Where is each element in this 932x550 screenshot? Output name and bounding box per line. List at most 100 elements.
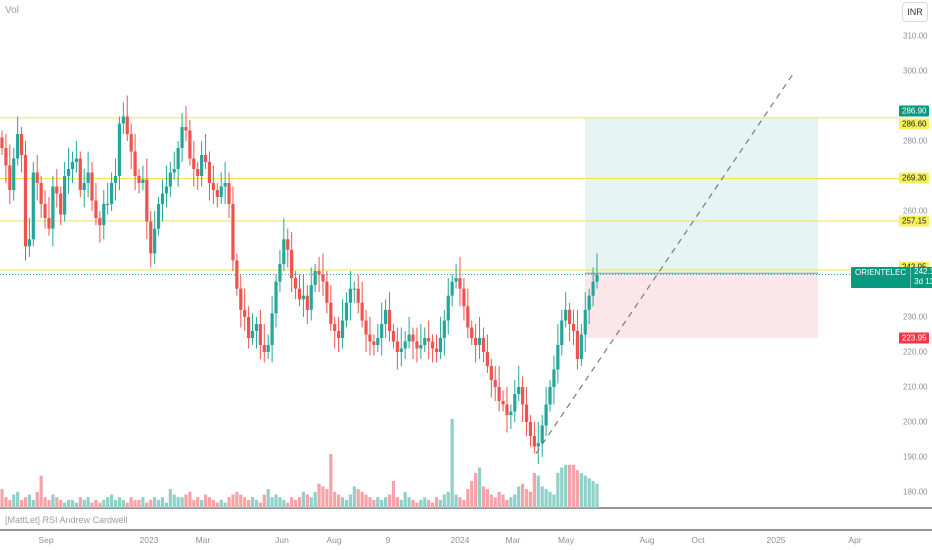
candle-body — [258, 324, 262, 345]
candle-body — [470, 327, 474, 338]
volume-bar — [180, 497, 184, 508]
volume-bar — [207, 497, 212, 508]
volume-bar — [419, 499, 423, 508]
candle-body — [536, 443, 540, 447]
volume-bar — [301, 491, 306, 508]
candle-body — [262, 345, 266, 352]
candle-body — [215, 190, 219, 197]
candle-body — [462, 288, 466, 307]
candle-body — [544, 404, 548, 426]
volume-bar — [517, 486, 521, 508]
volume-bar — [117, 497, 122, 508]
candle-body — [497, 387, 501, 401]
candle-body — [395, 341, 399, 352]
candle-body — [270, 313, 274, 345]
candle-body — [66, 169, 71, 176]
candle-body — [446, 295, 450, 321]
volume-bar — [203, 494, 208, 508]
price-tick: 310.00 — [903, 31, 928, 41]
candle-body — [329, 302, 333, 324]
price-tick: 180.00 — [903, 487, 928, 497]
volume-bar — [31, 499, 35, 508]
candle-body — [43, 204, 47, 219]
volume-bar — [466, 489, 470, 508]
candle-body — [247, 316, 251, 338]
candle-body — [356, 288, 360, 303]
candle-body — [39, 183, 43, 204]
volume-bar — [278, 497, 282, 508]
volume-bar — [446, 491, 450, 508]
candle-body — [211, 183, 215, 190]
candle-body — [125, 116, 129, 134]
volume-bar — [274, 494, 278, 508]
volume-bar — [168, 489, 172, 508]
volume-bar — [153, 497, 157, 508]
volume-bar — [196, 497, 200, 508]
candle-body — [485, 352, 489, 366]
volume-bar — [55, 497, 59, 508]
price-level-badge: 257.15 — [899, 215, 930, 227]
volume-bar — [548, 491, 552, 508]
candle-body — [82, 183, 86, 190]
volume-bar — [595, 483, 599, 508]
candle-body — [207, 162, 212, 183]
candle-body — [552, 369, 556, 387]
volume-bar — [540, 486, 544, 508]
candle-body — [219, 186, 223, 197]
candle-body — [423, 338, 427, 345]
volume-bar — [297, 497, 302, 508]
candle-body — [297, 288, 302, 300]
volume-bar — [364, 494, 368, 508]
volume-bar — [497, 491, 501, 508]
price-level-badge: 286.60 — [899, 118, 930, 130]
volume-bar — [23, 497, 28, 508]
candle-body — [509, 411, 513, 415]
candle-body — [376, 338, 380, 345]
candle-body — [243, 309, 247, 317]
volume-bar — [66, 499, 71, 508]
volume-bar — [340, 497, 345, 508]
candle-body — [528, 422, 533, 436]
candle-body — [27, 239, 32, 247]
candle-body — [254, 324, 259, 331]
price-tick: 200.00 — [903, 417, 928, 427]
price-level-badge: 269.30 — [899, 172, 930, 184]
candle-body — [344, 302, 349, 321]
currency-button[interactable]: INR — [902, 2, 928, 22]
candle-body — [493, 380, 497, 387]
volume-bar — [305, 494, 309, 508]
candle-body — [168, 172, 172, 187]
volume-bar — [137, 499, 141, 508]
volume-bar — [564, 464, 568, 508]
candle-body — [164, 186, 169, 194]
indicator-label[interactable]: [MattLet] RSI Andrew Cardwell — [5, 515, 128, 525]
candle-body — [454, 278, 458, 282]
candle-body — [8, 165, 12, 190]
volume-bar — [333, 491, 337, 508]
candle-body — [121, 116, 125, 124]
time-tick: Mar — [505, 535, 521, 545]
volume-bar — [82, 499, 86, 508]
volume-bar — [344, 499, 349, 508]
volume-bar — [250, 497, 255, 508]
candle-body — [192, 158, 196, 169]
time-tick: 2025 — [766, 535, 786, 545]
volume-bar — [524, 489, 529, 508]
candle-body — [12, 158, 16, 190]
volume-bar — [160, 497, 165, 508]
volume-bar — [223, 502, 227, 508]
volume-bar — [489, 494, 493, 508]
volume-bar — [98, 502, 102, 508]
candle-body — [564, 309, 568, 321]
time-tick: Mar — [195, 535, 211, 545]
volume-bar — [325, 489, 329, 508]
candle-body — [595, 274, 599, 282]
volume-bar — [125, 502, 129, 508]
time-tick: May — [557, 535, 575, 545]
volume-bar — [211, 499, 215, 508]
volume-bar — [521, 483, 525, 508]
candle-body — [31, 172, 35, 240]
time-tick: 2023 — [139, 535, 159, 545]
candle-body — [55, 186, 59, 194]
